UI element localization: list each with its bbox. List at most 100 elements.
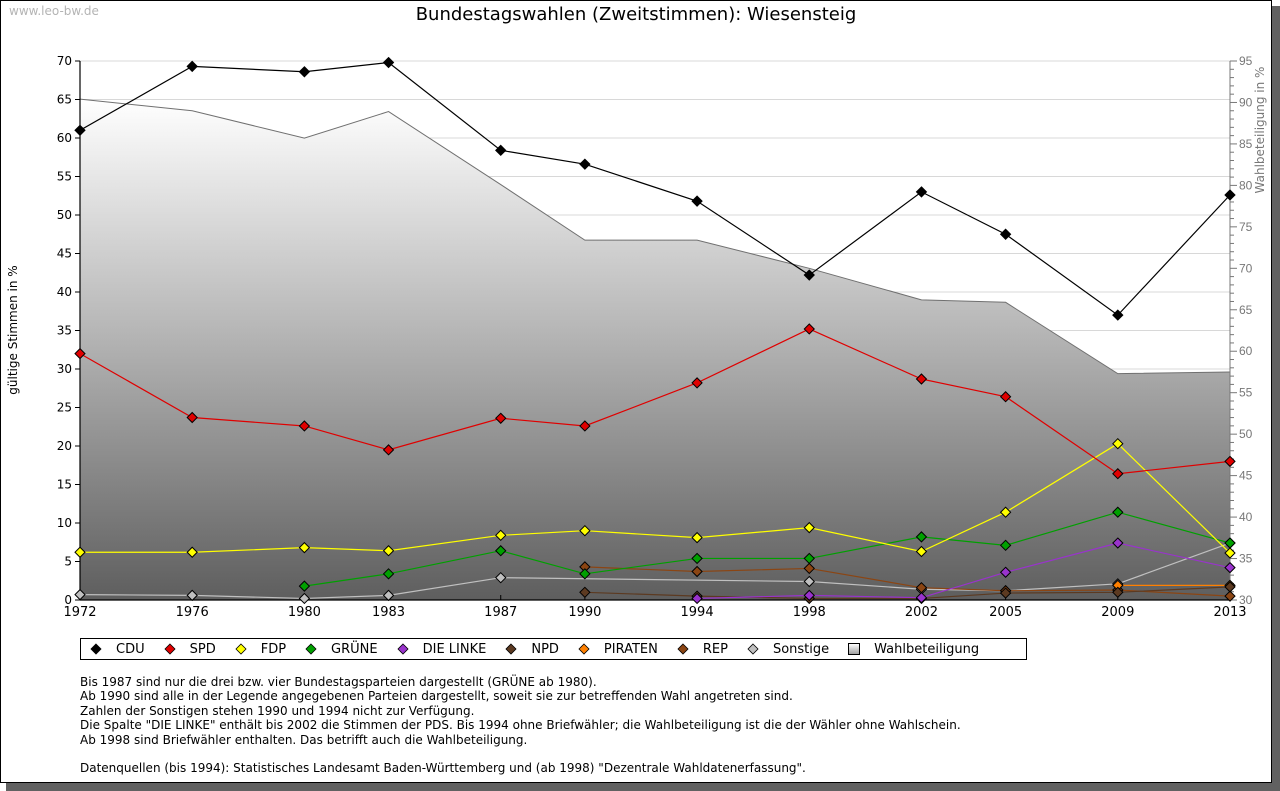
data-point-spd (1224, 455, 1236, 468)
diamond-icon (305, 643, 317, 655)
note-line: Bis 1987 sind nur die drei bzw. vier Bun… (80, 675, 597, 689)
y-tick-label: 50 (57, 208, 72, 222)
series-line-sonstige (79, 542, 1231, 600)
note-line: Zahlen der Sonstigen stehen 1990 und 199… (80, 703, 475, 718)
legend-item: GRÜNE (305, 642, 378, 657)
legend-label: PIRATEN (603, 641, 658, 657)
legend-label: DIE LINKE (422, 641, 487, 657)
data-point-sonstige (186, 589, 198, 602)
data-point-die-linke (915, 591, 928, 604)
chart-title: Bundestagswahlen (Zweitstimmen): Wiesens… (415, 4, 857, 25)
data-point-fdp (579, 524, 591, 537)
data-point-sonstige (74, 588, 86, 601)
data-point-rep (691, 565, 703, 578)
legend-item: FDP (235, 642, 286, 657)
y-tick-label: 15 (57, 478, 72, 492)
y-tick-label: 25 (57, 401, 72, 415)
data-point-fdp (1224, 547, 1236, 559)
data-point-rep (1224, 590, 1236, 602)
data-point-spd (915, 373, 928, 385)
x-tick-label: 1998 (793, 605, 826, 620)
turnout-area (80, 99, 1230, 600)
data-point-cdu (74, 124, 86, 137)
square-icon (848, 643, 861, 655)
y-tick-label: 30 (57, 362, 72, 376)
data-point-npd (999, 587, 1012, 599)
legend-label: Sonstige (772, 641, 830, 657)
data-point-fdp (999, 506, 1012, 518)
legend-label: GRÜNE (331, 641, 378, 657)
data-point-cdu (579, 158, 591, 170)
y-tick-label: 70 (57, 54, 72, 68)
x-tick-label: 1980 (288, 605, 321, 620)
legend-item: Sonstige (747, 642, 829, 657)
data-point-grüne (495, 545, 507, 557)
y2-tick-label: 40 (1239, 510, 1253, 524)
data-point-cdu (999, 228, 1012, 240)
y-tick-label: 45 (57, 247, 72, 261)
series-line-cdu (79, 61, 1231, 316)
diamond-icon (397, 643, 409, 655)
data-point-die-linke (999, 566, 1012, 578)
y2-tick-label: 80 (1239, 178, 1253, 192)
data-point-spd (382, 444, 395, 456)
data-point-die-linke (1224, 561, 1236, 574)
x-tick-label: 2002 (905, 605, 938, 620)
data-point-npd (579, 586, 591, 599)
y2-tick-label: 35 (1239, 552, 1253, 566)
data-point-spd (1112, 468, 1124, 480)
note-line: Die Spalte "DIE LINKE" enthält bis 2002 … (80, 718, 961, 733)
watermark: www.leo-bw.de (9, 4, 99, 18)
note-line: Ab 1990 sind alle in der Legende angegeb… (80, 689, 793, 704)
data-point-die-linke (1112, 537, 1124, 549)
series-line-grüne (304, 511, 1231, 587)
data-point-cdu (298, 66, 311, 78)
note-line: Datenquellen (bis 1994): Statistisches L… (80, 761, 806, 776)
y2-tick-label: 85 (1239, 137, 1253, 151)
data-point-cdu (1224, 189, 1236, 201)
x-tick-label: 2009 (1101, 605, 1134, 620)
data-point-sonstige (495, 571, 507, 584)
legend-item: PIRATEN (578, 642, 658, 657)
y-tick-label: 60 (57, 131, 72, 145)
y2-tick-label: 45 (1239, 469, 1253, 483)
y2-tick-label: 70 (1239, 261, 1253, 275)
chart-notes: Bis 1987 sind nur die drei bzw. vier Bun… (80, 675, 961, 776)
data-point-fdp (691, 531, 703, 544)
data-point-die-linke (691, 592, 703, 605)
y2-tick-label: 30 (1239, 593, 1253, 607)
data-point-grüne (691, 552, 703, 565)
y2-tick-label: 75 (1239, 220, 1253, 234)
data-point-spd (74, 347, 86, 360)
note-line: Ab 1998 sind Briefwähler enthalten. Das … (80, 732, 528, 747)
x-tick-label: 1972 (63, 605, 96, 620)
note-line (80, 747, 961, 761)
data-point-grüne (1112, 506, 1124, 518)
turnout-line (79, 98, 1231, 375)
y-tick-label: 65 (57, 93, 72, 107)
y2-tick-label: 55 (1239, 386, 1253, 400)
y-tick-label: 40 (57, 285, 72, 299)
data-point-sonstige (298, 592, 311, 605)
series-markers (74, 56, 1236, 605)
data-point-fdp (74, 546, 86, 558)
data-point-spd (186, 411, 198, 424)
legend-label: REP (702, 641, 728, 657)
y2-tick-label: 50 (1239, 427, 1253, 441)
y2-axis-label: Wahlbeteiligung in % (1253, 67, 1267, 194)
data-point-grüne (298, 580, 311, 592)
data-point-grüne (803, 552, 815, 565)
y2-tick-label: 95 (1239, 54, 1253, 68)
diamond-icon (90, 643, 102, 655)
data-point-fdp (298, 541, 311, 554)
data-point-grüne (579, 568, 591, 580)
data-point-spd (803, 323, 815, 335)
data-point-npd (1112, 586, 1124, 599)
data-point-fdp (915, 545, 928, 558)
legend-label: NPD (531, 641, 559, 657)
x-tick-label: 1983 (372, 605, 405, 620)
data-point-fdp (382, 545, 395, 557)
data-point-spd (298, 420, 311, 432)
legend-label: FDP (260, 641, 287, 657)
legend-item: REP (677, 642, 728, 657)
